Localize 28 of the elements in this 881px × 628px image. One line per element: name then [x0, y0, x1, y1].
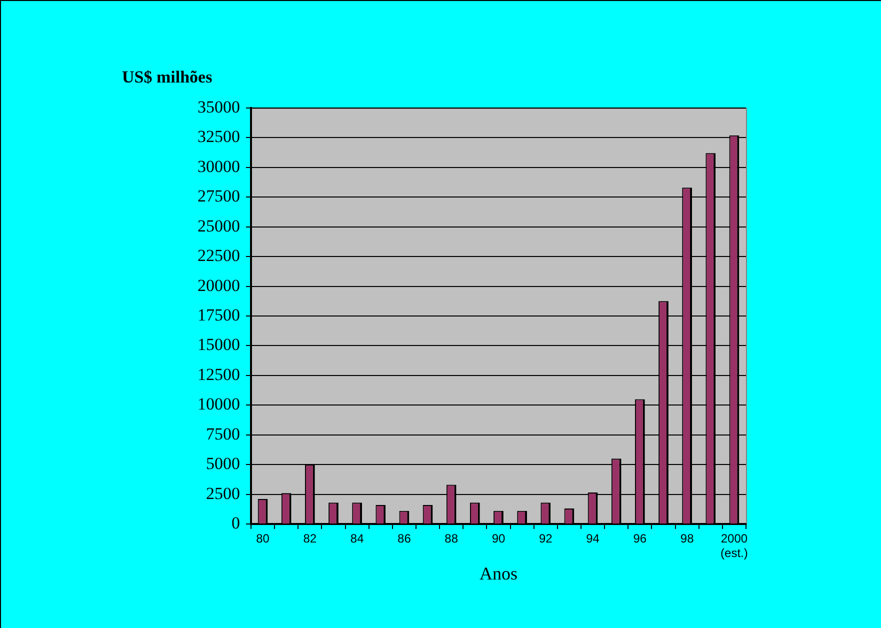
- y-tick-label: 17500: [198, 305, 240, 324]
- y-tick-label: 30000: [198, 156, 240, 176]
- y-tick-label: 12500: [198, 364, 240, 384]
- y-tick-label: 5000: [206, 454, 240, 474]
- x-tick-label: 80: [256, 532, 270, 546]
- x-axis-title: Anos: [479, 564, 518, 584]
- x-tick-label: 2000 (est.): [720, 532, 748, 560]
- y-tick-label: 32500: [198, 127, 240, 146]
- x-tick-label: 82: [303, 532, 317, 546]
- x-tick-label: 84: [350, 532, 364, 546]
- y-tick-label: 15000: [198, 335, 240, 354]
- y-tick-label: 0: [232, 513, 240, 532]
- x-tick-label: 86: [398, 532, 412, 546]
- y-tick-label: 22500: [198, 246, 240, 266]
- y-tick-label: 2500: [206, 484, 240, 503]
- x-tick-label: 94: [586, 532, 600, 546]
- y-tick-label: 25000: [198, 216, 240, 236]
- y-axis-title: US$ milhões: [122, 67, 213, 86]
- x-tick-label: 98: [680, 532, 694, 546]
- x-tick-label: 90: [492, 532, 506, 546]
- x-tick-label: 96: [633, 532, 647, 546]
- x-tick-label: 88: [444, 532, 458, 546]
- y-tick-label: 10000: [198, 394, 240, 414]
- x-tick-label: 92: [538, 532, 553, 546]
- y-tick-label: 7500: [206, 424, 240, 444]
- y-tick-label: 27500: [198, 186, 240, 206]
- y-tick-label: 35000: [198, 97, 240, 116]
- y-tick-label: 20000: [198, 276, 240, 295]
